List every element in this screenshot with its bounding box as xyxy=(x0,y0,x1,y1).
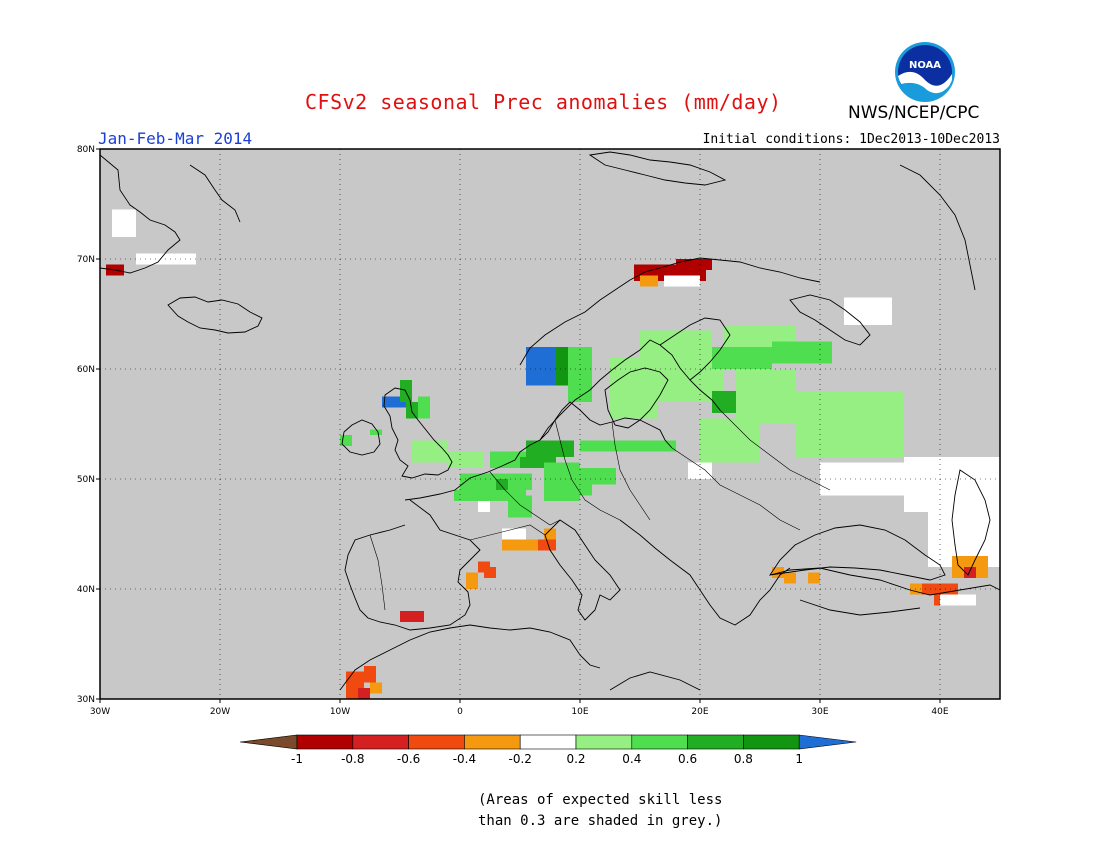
tick-label-lon-10E: 10E xyxy=(571,707,588,717)
anomaly-cell-13 xyxy=(454,490,526,501)
colorbar-labels: -1 -0.8 -0.6 -0.4 -0.2 0.2 0.4 0.6 0.8 1 xyxy=(291,752,803,766)
colorbar-bin-5 xyxy=(519,734,577,750)
tick-label-lon-20E: 20E xyxy=(691,707,708,717)
anomaly-cell-46 xyxy=(538,539,556,551)
colorbar-bin-9 xyxy=(743,734,800,750)
colorbar-bin-1 xyxy=(296,734,354,750)
anomaly-cell-41 xyxy=(844,297,892,325)
anomaly-cell-50 xyxy=(466,572,478,589)
anomaly-cell-9 xyxy=(412,440,448,463)
colorbar-label-0: -1 xyxy=(291,752,303,766)
anomaly-cell-16 xyxy=(496,479,508,490)
coastlines xyxy=(99,151,1001,691)
anomaly-cell-56 xyxy=(370,682,382,694)
chart-title: CFSv2 seasonal Prec anomalies (mm/day) xyxy=(305,90,782,114)
tick-label-lat-40N: 40N xyxy=(77,585,95,595)
footnote-line-2: than 0.3 are shaded in grey.) xyxy=(478,813,723,829)
tick-label-lon-30E: 30E xyxy=(811,707,828,717)
anomaly-cell-7 xyxy=(340,435,352,446)
anomaly-cell-48 xyxy=(502,528,526,540)
colorbar-bin-3 xyxy=(408,734,465,750)
colorbar-bin-10 xyxy=(798,734,857,750)
anomaly-cell-65 xyxy=(940,594,976,606)
colorbar-label-1: -0.8 xyxy=(341,752,364,766)
precip-anomaly-map: 30W 20W 10W 0 10E 20E 30E 40E 30N 40N 50N 60N 70N 80N xyxy=(77,145,1001,717)
anomaly-cell-47 xyxy=(544,528,556,540)
anomaly-cell-15 xyxy=(478,501,490,512)
anomaly-cell-55 xyxy=(358,688,370,699)
anomaly-cell-8 xyxy=(370,429,382,435)
anomaly-cell-64 xyxy=(964,567,976,578)
anomaly-cell-30 xyxy=(772,341,832,364)
anomaly-cell-52 xyxy=(400,611,424,622)
anomaly-cell-20 xyxy=(568,468,616,485)
colorbar-bin-4 xyxy=(464,734,521,750)
tick-label-lat-50N: 50N xyxy=(77,475,95,485)
anomaly-cell-25 xyxy=(610,358,658,419)
anomaly-cell-43 xyxy=(904,457,1000,512)
anomaly-cell-54 xyxy=(364,666,376,683)
skill-footnote: (Areas of expected skill less than 0.3 a… xyxy=(478,790,722,832)
anomaly-cell-58 xyxy=(784,572,796,584)
colorbar-bin-7 xyxy=(631,734,688,750)
anomaly-cell-14 xyxy=(508,495,532,518)
anomaly-cell-51 xyxy=(484,567,496,578)
tick-label-lon-20W: 20W xyxy=(210,707,230,717)
anomaly-cell-36 xyxy=(544,484,592,496)
anomaly-cell-3 xyxy=(382,396,406,408)
colorbar-label-4: -0.2 xyxy=(508,752,531,766)
anomaly-cell-38 xyxy=(676,259,712,270)
tick-label-lat-80N: 80N xyxy=(77,145,95,155)
colorbar-label-5: 0.2 xyxy=(566,752,585,766)
map-frame xyxy=(99,148,1001,700)
anomaly-cell-17 xyxy=(520,457,556,468)
tick-label-lon-40E: 40E xyxy=(931,707,948,717)
anomaly-cell-6 xyxy=(418,396,430,419)
footnote-line-1: (Areas of expected skill less xyxy=(478,792,723,808)
anomaly-cell-35 xyxy=(688,462,712,479)
anomaly-cell-18 xyxy=(526,440,574,457)
anomaly-cell-31 xyxy=(736,369,796,424)
colorbar-label-2: -0.6 xyxy=(397,752,420,766)
tick-label-lat-60N: 60N xyxy=(77,365,95,375)
axis-ticks: 30W 20W 10W 0 10E 20E 30E 40E 30N 40N 50N 60N 70N 80N xyxy=(77,145,949,717)
anomaly-cell-33 xyxy=(796,391,904,457)
tick-label-lon-0: 0 xyxy=(457,707,463,717)
map-gridlines xyxy=(100,149,1000,699)
tick-label-lat-70N: 70N xyxy=(77,255,95,265)
colorbar-bin-0 xyxy=(239,734,298,750)
country-borders xyxy=(369,409,831,611)
anomaly-cell-34 xyxy=(700,418,760,463)
forecast-period: Jan-Feb-Mar 2014 xyxy=(98,129,253,148)
logo-text: NOAA xyxy=(909,60,941,71)
anomaly-cell-40 xyxy=(664,275,700,287)
anomaly-cell-57 xyxy=(772,567,784,578)
initial-conditions: Initial conditions: 1Dec2013-10Dec2013 xyxy=(702,132,1000,147)
colorbar-label-6: 0.4 xyxy=(622,752,641,766)
anomaly-cell-2 xyxy=(112,209,136,237)
colorbar-label-3: -0.4 xyxy=(453,752,476,766)
colorbar-bins xyxy=(239,734,857,750)
anomaly-cell-11 xyxy=(490,451,526,468)
anomaly-cell-10 xyxy=(448,451,484,468)
colorbar-label-7: 0.6 xyxy=(678,752,697,766)
colorbar-label-9: 1 xyxy=(795,752,803,766)
anomaly-cell-39 xyxy=(640,275,658,287)
tick-label-lon-30W: 30W xyxy=(90,707,110,717)
colorbar-label-8: 0.8 xyxy=(734,752,753,766)
anomaly-cell-59 xyxy=(808,572,820,584)
noaa-logo-icon: NOAA xyxy=(895,42,955,102)
tick-label-lat-30N: 30N xyxy=(77,695,95,705)
colorbar-bin-8 xyxy=(687,734,744,750)
anomaly-cell-45 xyxy=(502,539,538,551)
agency-label: NWS/NCEP/CPC xyxy=(848,103,980,123)
anomaly-cell-21 xyxy=(580,440,676,452)
colorbar-bin-2 xyxy=(352,734,409,750)
anomaly-cell-28 xyxy=(712,347,772,369)
colorbar-bin-6 xyxy=(575,734,633,750)
tick-label-lon-10W: 10W xyxy=(330,707,350,717)
